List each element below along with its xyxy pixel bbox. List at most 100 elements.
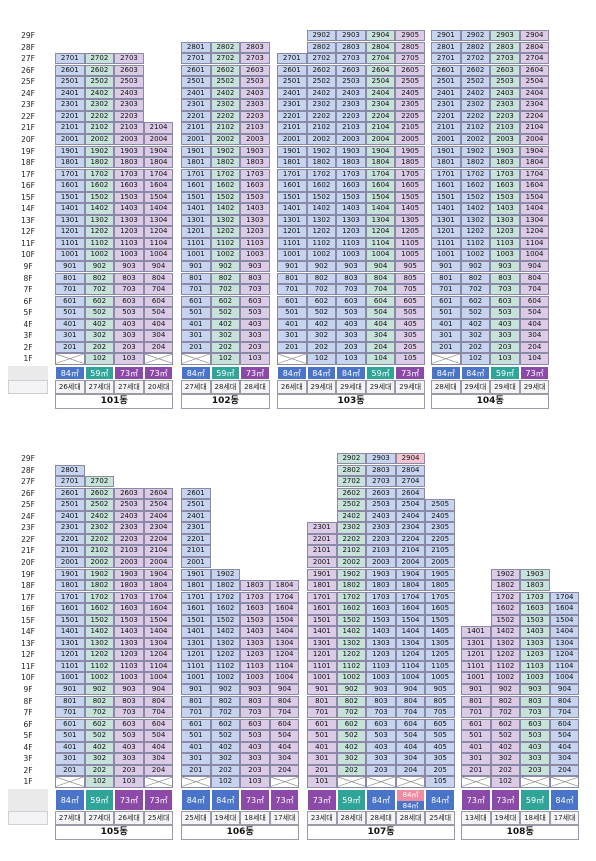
unit-cell[interactable]: 1704 [143,591,174,603]
unit-cell[interactable]: 103 [114,353,144,365]
unit-cell[interactable]: 1501 [55,614,85,627]
unit-cell[interactable]: 2205 [395,110,425,123]
unit-cell[interactable]: 1703 [366,591,396,603]
unit-cell[interactable]: 1305 [425,637,455,650]
unit-cell[interactable]: 1603 [240,603,270,615]
unit-cell[interactable]: 2205 [425,533,455,546]
unit-cell[interactable]: 301 [461,753,491,765]
unit-cell[interactable]: 2103 [336,122,366,134]
unit-cell[interactable]: 102 [490,776,521,788]
unit-cell[interactable]: 1502 [490,614,521,627]
unit-cell[interactable]: 502 [336,730,367,742]
unit-cell[interactable]: 2502 [84,499,115,511]
unit-cell[interactable]: 1603 [114,180,144,192]
unit-cell[interactable]: 401 [181,318,211,331]
unit-cell[interactable]: 402 [210,318,241,331]
unit-cell[interactable]: 2502 [306,76,337,88]
unit-cell[interactable]: 502 [490,730,521,742]
unit-cell[interactable]: 105 [395,353,425,365]
unit-cell[interactable]: 401 [277,318,307,331]
unit-cell[interactable]: 901 [181,261,211,273]
unit-cell[interactable]: 901 [277,261,307,273]
unit-cell[interactable]: 501 [431,307,461,319]
unit-cell[interactable]: 1102 [306,237,337,250]
unit-cell[interactable]: 1702 [306,168,337,180]
unit-cell[interactable]: 2004 [143,556,174,569]
unit-cell[interactable]: 902 [460,261,491,273]
unit-cell[interactable]: 701 [307,707,337,719]
unit-cell[interactable]: 1902 [84,568,115,580]
unit-cell[interactable]: 704 [549,707,580,719]
unit-cell[interactable]: 801 [431,272,461,284]
unit-cell[interactable]: 705 [425,707,455,719]
unit-cell[interactable]: 1803 [114,580,144,592]
unit-cell[interactable]: 2303 [114,522,144,534]
unit-cell[interactable]: 903 [114,684,144,696]
unit-cell[interactable]: 2905 [395,30,425,42]
unit-cell[interactable]: 404 [365,318,396,331]
unit-cell[interactable]: 2802 [336,464,367,476]
unit-cell[interactable]: 1903 [114,145,144,157]
unit-cell[interactable]: 801 [307,695,337,707]
unit-cell[interactable]: 2204 [519,110,550,123]
unit-cell[interactable]: 1103 [336,237,366,250]
unit-cell[interactable]: 1302 [84,637,115,650]
unit-cell[interactable]: 1601 [181,180,211,192]
unit-cell[interactable]: 2203 [114,533,144,546]
unit-cell[interactable]: 504 [395,730,426,742]
unit-cell[interactable]: 2402 [210,87,241,100]
unit-cell[interactable]: 2002 [306,133,337,146]
unit-cell[interactable]: 202 [490,764,521,777]
unit-cell[interactable]: 201 [181,341,211,354]
unit-cell[interactable]: 402 [306,318,337,331]
unit-cell[interactable]: 1704 [549,591,580,603]
unit-cell[interactable]: 2301 [55,522,85,534]
unit-cell[interactable]: 2602 [336,487,367,500]
unit-cell[interactable]: 301 [181,753,211,765]
unit-cell[interactable]: 704 [269,707,300,719]
unit-cell[interactable]: 2305 [395,99,425,111]
unit-cell[interactable]: 303 [490,330,520,342]
unit-cell[interactable]: 1401 [181,203,211,215]
unit-cell[interactable]: 2303 [336,99,366,111]
unit-cell[interactable]: 2302 [210,99,241,111]
unit-cell[interactable]: 1602 [460,180,491,192]
unit-cell[interactable]: 1604 [143,603,174,615]
unit-cell[interactable]: 1003 [114,672,144,684]
unit-cell[interactable]: 1703 [240,168,270,180]
unit-cell[interactable]: 304 [269,753,300,765]
unit-cell[interactable]: 201 [55,341,85,354]
unit-cell[interactable]: 2502 [460,76,491,88]
unit-cell[interactable]: 105 [425,776,455,788]
unit-cell[interactable]: 1402 [210,203,241,215]
unit-cell[interactable]: 1502 [84,191,115,204]
unit-cell[interactable]: 2502 [336,499,367,511]
unit-cell[interactable]: 1303 [240,637,270,650]
unit-cell[interactable]: 702 [210,284,241,296]
unit-cell[interactable]: 2603 [336,64,366,77]
unit-cell[interactable]: 401 [461,741,491,754]
unit-cell[interactable]: 2203 [490,110,520,123]
unit-cell[interactable]: 1502 [336,614,367,627]
unit-cell[interactable]: 802 [490,695,521,707]
unit-cell[interactable]: 405 [425,741,455,754]
unit-cell[interactable]: 1905 [425,568,455,580]
unit-cell[interactable]: 1303 [490,214,520,227]
unit-cell[interactable]: 2302 [306,99,337,111]
unit-cell[interactable]: 903 [490,261,520,273]
unit-cell[interactable]: 103 [114,776,144,788]
unit-cell[interactable]: 401 [55,318,85,331]
unit-cell[interactable]: 1905 [395,145,425,157]
unit-cell[interactable]: 2803 [336,41,366,53]
unit-cell[interactable]: 402 [210,741,241,754]
unit-cell[interactable]: 603 [114,295,144,308]
unit-cell[interactable]: 404 [395,741,426,754]
unit-cell[interactable]: 1303 [114,214,144,227]
unit-cell[interactable]: 1401 [431,203,461,215]
unit-cell[interactable]: 701 [181,284,211,296]
unit-cell[interactable]: 301 [55,753,85,765]
unit-cell[interactable]: 2505 [395,76,425,88]
unit-cell[interactable]: 204 [549,764,580,777]
unit-cell[interactable]: 504 [143,730,174,742]
unit-cell[interactable]: 401 [181,741,211,754]
